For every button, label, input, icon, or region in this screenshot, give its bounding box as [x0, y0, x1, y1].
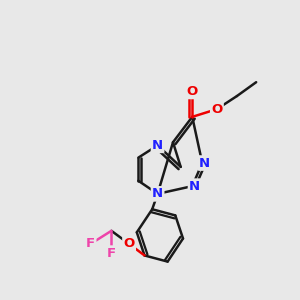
Text: O: O — [211, 103, 223, 116]
Text: N: N — [189, 180, 200, 193]
Text: N: N — [152, 139, 163, 152]
Text: N: N — [199, 157, 210, 169]
Text: F: F — [86, 237, 95, 250]
Text: F: F — [107, 247, 116, 260]
Text: O: O — [187, 85, 198, 98]
Text: N: N — [152, 187, 163, 200]
Text: O: O — [124, 237, 135, 250]
